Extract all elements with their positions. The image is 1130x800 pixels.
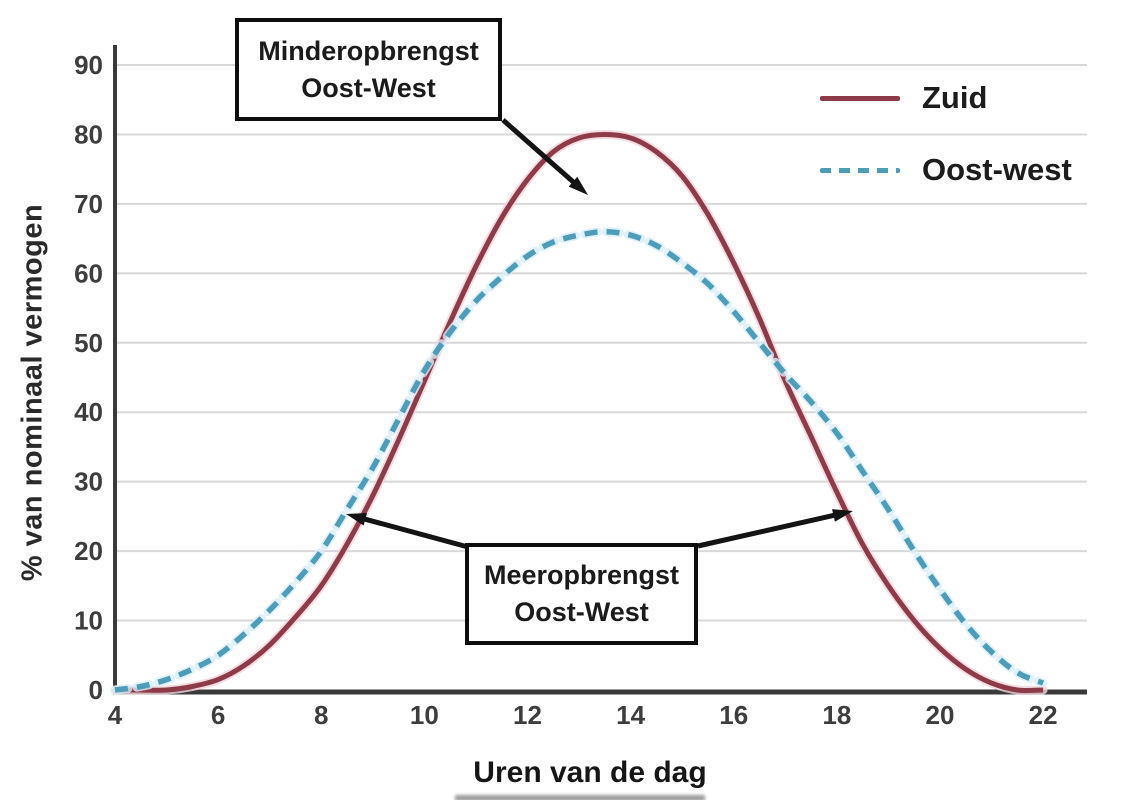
x-tick-label: 20 — [925, 700, 954, 730]
y-tick-label: 60 — [74, 258, 103, 288]
annotation-meeropbrengst: Meeropbrengst Oost-West — [465, 543, 698, 645]
callout-arrow-line — [501, 118, 578, 187]
x-tick-label: 8 — [314, 700, 328, 730]
legend-item-oost-west: Oost-west — [820, 150, 1110, 190]
y-tick-label: 40 — [74, 397, 103, 427]
x-tick-label: 18 — [822, 700, 851, 730]
y-tick-label: 0 — [89, 675, 103, 705]
legend-label-oost-west: Oost-west — [922, 152, 1072, 187]
x-tick-label: 16 — [719, 700, 748, 730]
oost-west-line-swatch — [820, 167, 900, 173]
callout-arrow-head — [832, 509, 853, 522]
y-tick-label: 70 — [74, 189, 103, 219]
x-tick-label: 14 — [616, 700, 645, 730]
x-axis-title: Uren van de dag — [473, 756, 707, 789]
x-tick-label: 12 — [513, 700, 542, 730]
y-tick-label: 10 — [74, 606, 103, 636]
y-tick-label: 50 — [74, 328, 103, 358]
legend-label-zuid: Zuid — [922, 80, 988, 115]
cropped-edge-artifact — [455, 795, 705, 800]
callout-arrow-head — [346, 512, 368, 526]
callout-arrow-head — [568, 176, 588, 195]
y-tick-label: 90 — [74, 50, 103, 80]
y-tick-label: 80 — [74, 119, 103, 149]
x-tick-label: 10 — [410, 700, 439, 730]
y-axis-title: % van nominaal vermogen — [16, 203, 49, 582]
zuid-line-swatch — [820, 95, 900, 101]
legend-item-zuid: Zuid — [820, 78, 1110, 118]
legend: Zuid Oost-west — [820, 78, 1110, 222]
callout-arrow-line — [360, 515, 469, 550]
annotation-text-line: Oost-West — [301, 72, 436, 103]
zuid-curve — [114, 131, 1044, 694]
x-tick-label: 6 — [211, 700, 225, 730]
y-tick-label: 30 — [74, 467, 103, 497]
annotation-text-line: Minderopbrengst — [258, 35, 479, 66]
x-tick-label: 4 — [108, 700, 123, 730]
annotation-minderopbrengst: Minderopbrengst Oost-West — [235, 18, 502, 121]
x-tick-label: 22 — [1029, 700, 1058, 730]
annotation-text-line: Oost-West — [514, 597, 649, 627]
y-tick-label: 20 — [74, 536, 103, 566]
oost-west-curve — [114, 228, 1045, 693]
callout-arrow-line — [697, 512, 838, 549]
annotation-text-line: Meeropbrengst — [483, 560, 680, 590]
